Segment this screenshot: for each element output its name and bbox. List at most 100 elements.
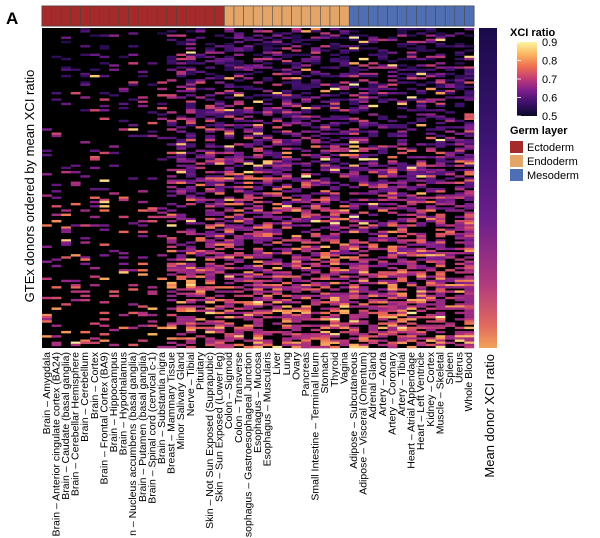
heatmap-cell xyxy=(176,192,187,195)
legend-swatch xyxy=(510,169,523,181)
heatmap-cell xyxy=(253,57,263,61)
heatmap-cell xyxy=(426,207,436,210)
heatmap-cell xyxy=(406,47,417,50)
heatmap-cell xyxy=(282,77,292,80)
heatmap-cell xyxy=(234,53,244,57)
heatmap-cell xyxy=(90,149,100,153)
heatmap-cell xyxy=(301,324,311,327)
heatmap-cell xyxy=(301,279,311,283)
heatmap-cell xyxy=(282,205,292,208)
heatmap-cell xyxy=(368,258,379,261)
heatmap-cell xyxy=(426,320,436,323)
heatmap-cell xyxy=(435,188,446,191)
heatmap-cell xyxy=(214,57,225,61)
heatmap-cell xyxy=(406,307,417,310)
heatmap-cell xyxy=(272,247,283,251)
heatmap-cell xyxy=(349,284,359,287)
heatmap-cell xyxy=(464,247,475,251)
heatmap-cell xyxy=(262,151,273,155)
heatmap-cell xyxy=(378,260,388,263)
heatmap-cell xyxy=(378,115,388,118)
heatmap-cell xyxy=(426,149,436,153)
heatmap-cell xyxy=(272,53,283,57)
heatmap-cell xyxy=(397,279,407,283)
heatmap-cell xyxy=(378,316,388,319)
heatmap-cell xyxy=(272,170,283,174)
heatmap-cell xyxy=(176,262,187,266)
heatmap-cell xyxy=(406,335,417,338)
heatmap-cell xyxy=(243,345,254,349)
heatmap-cell xyxy=(454,138,465,142)
heatmap-cell xyxy=(349,275,359,278)
heatmap-cell xyxy=(416,175,427,178)
heatmap-cell xyxy=(310,104,321,108)
heatmap-cell xyxy=(349,330,359,334)
heatmap-cell xyxy=(272,211,283,214)
heatmap-cell xyxy=(61,170,71,174)
heatmap-cell xyxy=(368,224,379,227)
heatmap-cell xyxy=(330,258,340,261)
heatmap-cell xyxy=(378,83,388,86)
heatmap-cell xyxy=(464,49,475,52)
heatmap-cell xyxy=(310,72,321,76)
heatmap-cell xyxy=(435,45,446,48)
heatmap-cell xyxy=(109,192,119,195)
tissue-label: Artery – Coronary xyxy=(386,351,398,435)
heatmap-cell xyxy=(339,277,350,281)
heatmap-cell xyxy=(330,281,340,285)
heatmap-cell xyxy=(195,109,206,112)
heatmap-cell xyxy=(454,286,465,289)
heatmap-cell xyxy=(243,207,254,210)
heatmap-cell xyxy=(358,158,369,161)
heatmap-cell xyxy=(205,243,215,246)
heatmap-cell xyxy=(186,100,196,103)
heatmap-cell xyxy=(435,55,446,59)
heatmap-cell xyxy=(406,121,417,125)
heatmap-cell xyxy=(214,175,225,178)
heatmap-cell xyxy=(176,70,187,74)
heatmap-cell xyxy=(435,198,446,202)
heatmap-cell xyxy=(224,111,235,114)
heatmap-cell xyxy=(253,234,263,238)
heatmap-cell xyxy=(166,245,177,249)
heatmap-cell xyxy=(464,307,475,310)
heatmap-cell xyxy=(51,286,62,289)
heatmap-cell xyxy=(234,328,244,332)
heatmap-cell xyxy=(349,220,359,223)
germ-layer-cell xyxy=(195,5,206,27)
heatmap-cell xyxy=(464,215,475,219)
heatmap-cell xyxy=(406,209,417,212)
heatmap-cell xyxy=(426,156,436,159)
heatmap-cell xyxy=(301,85,311,89)
heatmap-cell xyxy=(243,305,254,308)
heatmap-cell xyxy=(330,98,340,101)
heatmap-cell xyxy=(339,81,350,84)
heatmap-cell xyxy=(214,232,225,236)
heatmap-cell xyxy=(330,237,340,240)
heatmap-cell xyxy=(310,179,321,182)
heatmap-cell xyxy=(454,81,465,84)
heatmap-cell xyxy=(176,256,187,259)
heatmap-cell xyxy=(253,318,263,321)
heatmap-cell xyxy=(291,49,302,52)
heatmap-cell xyxy=(464,264,475,268)
heatmap-cell xyxy=(224,337,235,340)
heatmap-cell xyxy=(454,74,465,78)
heatmap-cell xyxy=(464,234,475,238)
heatmap-cell xyxy=(387,188,398,191)
heatmap-cell xyxy=(243,328,254,332)
heatmap-cell xyxy=(176,53,187,57)
heatmap-cell xyxy=(90,68,100,71)
heatmap-cell xyxy=(282,341,292,345)
heatmap-cell xyxy=(454,224,465,227)
heatmap-cell xyxy=(416,273,427,276)
heatmap-cell xyxy=(291,66,302,69)
heatmap-cell xyxy=(387,333,398,336)
heatmap-cell xyxy=(176,258,187,261)
heatmap-cell xyxy=(320,215,331,219)
heatmap-cell xyxy=(387,254,398,257)
heatmap-cell xyxy=(464,241,475,244)
heatmap-cell xyxy=(61,74,71,78)
heatmap-cell xyxy=(224,322,235,325)
heatmap-cell xyxy=(224,256,235,259)
